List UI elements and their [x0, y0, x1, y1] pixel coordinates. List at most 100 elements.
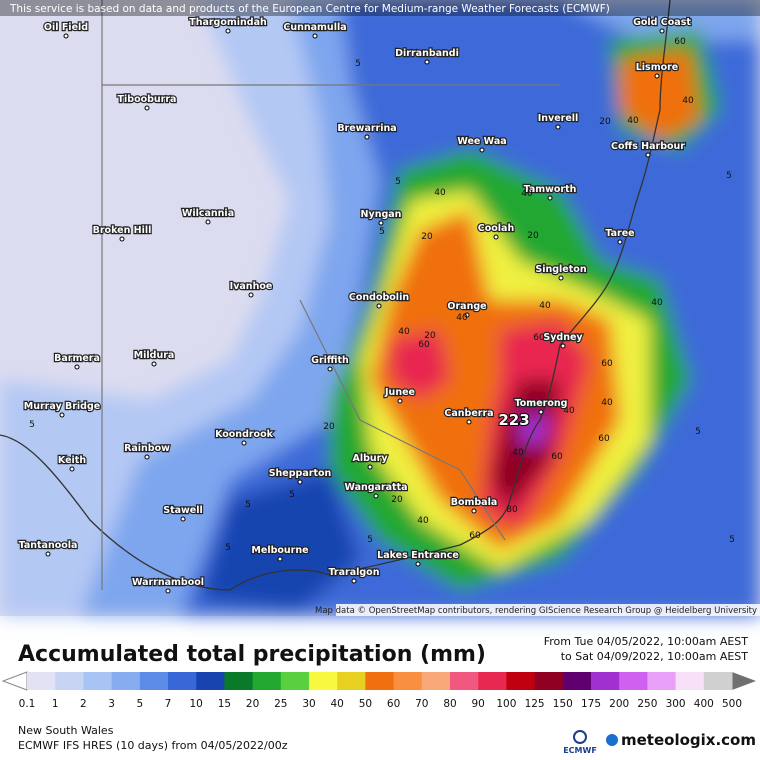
place-label: Tomerong [515, 398, 568, 409]
contour-label: 20 [391, 495, 403, 505]
colorbar-tick-label: 125 [525, 698, 545, 710]
colorbar-tick-label: 7 [165, 698, 172, 710]
place-label: Sydney [543, 332, 583, 343]
place-label: Mildura [134, 350, 175, 361]
attribution: Map data © OpenStreetMap contributors, r… [315, 606, 757, 616]
place-dot [424, 59, 430, 65]
attribution-bg [336, 604, 760, 616]
colorbar-segment [139, 672, 169, 690]
colorbar-tick-label: 200 [609, 698, 629, 710]
place-label: Tantanoola [19, 540, 78, 551]
place-dot [493, 234, 499, 240]
place-label: Coffs Harbour [611, 141, 685, 152]
colorbar-tick-label: 1 [52, 698, 59, 710]
colorbar-segment [675, 672, 705, 690]
place-dot [367, 464, 373, 470]
notice: This service is based on data and produc… [9, 3, 610, 15]
place-dot [277, 556, 283, 562]
colorbar-segment [337, 672, 366, 690]
place-dot [397, 398, 403, 404]
contour-label: 40 [627, 116, 639, 126]
place-label: Barmera [54, 353, 100, 364]
colorbar-segment [647, 672, 677, 690]
place-dot [69, 466, 75, 472]
contour-label: 60 [469, 531, 481, 541]
colorbar-tick-label: 175 [581, 698, 601, 710]
place-label: Albury [352, 453, 388, 464]
contour-label: 223 [498, 411, 529, 429]
colorbar-tick-label: 300 [666, 698, 686, 710]
colorbar-tick-label: 60 [387, 698, 400, 710]
place-label: Melbourne [251, 545, 308, 556]
contour-label: 40 [651, 298, 663, 308]
model-run: ECMWF IFS HRES (10 days) from 04/05/2022… [18, 739, 288, 752]
place-label: Wilcannia [182, 208, 234, 219]
place-label: Oil Field [44, 22, 88, 33]
place-label: Wangaratta [344, 482, 407, 493]
place-label: Canberra [444, 408, 493, 419]
place-dot [654, 73, 660, 79]
place-label: Lismore [636, 62, 679, 73]
colorbar-right-arrow [732, 672, 756, 690]
colorbar-segment [421, 672, 451, 690]
place-dot [297, 479, 303, 485]
colorbar-tick-label: 2 [80, 698, 87, 710]
place-label: Gold Coast [633, 17, 691, 28]
contour-label: 40 [521, 189, 533, 199]
place-label: Wee Waa [457, 136, 506, 147]
contour-label: 20 [599, 117, 611, 127]
contour-label: 5 [225, 543, 231, 553]
colorbar-left-arrow [1, 671, 28, 691]
colorbar-segment [450, 672, 479, 690]
contour-label: 20 [323, 422, 335, 432]
place-label: Ivanhoe [230, 281, 273, 292]
contour-label: 40 [456, 313, 468, 323]
place-labels: Oil Field Thargomindah Cunnamulla Dirranban… [17, 16, 693, 594]
period-start: From Tue 04/05/2022, 10:00am AEST [544, 635, 749, 648]
place-label: Lakes Entrance [377, 550, 459, 561]
place-dot [312, 33, 318, 39]
place-dot [165, 588, 171, 594]
place-label: Keith [58, 455, 86, 466]
colorbar-segment [365, 672, 395, 690]
colorbar-segment [591, 672, 620, 690]
place-dot [144, 105, 150, 111]
colorbar-tick-label: 70 [415, 698, 428, 710]
place-dot [364, 134, 370, 140]
contour-label: 40 [398, 327, 410, 337]
place-dot [351, 578, 357, 584]
colorbar: 0.1 1 2 3 5 7 10 15 20 25 30 40 50 60 70 80 90 100 125 150 1… [1, 671, 756, 710]
place-label: Koondrook [215, 429, 274, 440]
colorbar-segment [619, 672, 648, 690]
place-dot [373, 493, 379, 499]
place-label: Taree [605, 228, 634, 239]
contour-label: 5 [726, 171, 732, 181]
colorbar-tick-label: 250 [637, 698, 657, 710]
colorbar-segment [27, 672, 56, 690]
place-dot [560, 343, 566, 349]
place-dot [327, 366, 333, 372]
colorbar-segment [478, 672, 507, 690]
contour-label: 60 [601, 359, 613, 369]
colorbar-tick-label: 50 [359, 698, 372, 710]
contour-label: 40 [539, 301, 551, 311]
place-dot [471, 508, 477, 514]
colorbar-tick-label: 150 [553, 698, 573, 710]
colorbar-tick-label: 25 [274, 698, 287, 710]
place-dot [466, 419, 472, 425]
place-dot [45, 551, 51, 557]
colorbar-tick-label: 500 [722, 698, 742, 710]
colorbar-segment [55, 672, 84, 690]
colorbar-tick-label: 3 [108, 698, 115, 710]
colorbar-tick-label: 80 [443, 698, 456, 710]
legend-title: Accumulated total precipitation (mm) [18, 642, 486, 667]
colorbar-tick-label: 40 [331, 698, 344, 710]
colorbar-segment [506, 672, 536, 690]
colorbar-segment [224, 672, 254, 690]
place-dot [241, 440, 247, 446]
colorbar-tick-label: 20 [246, 698, 259, 710]
place-label: Inverell [538, 113, 579, 124]
colorbar-tick-label: 100 [496, 698, 516, 710]
place-label: Nyngan [361, 209, 402, 220]
